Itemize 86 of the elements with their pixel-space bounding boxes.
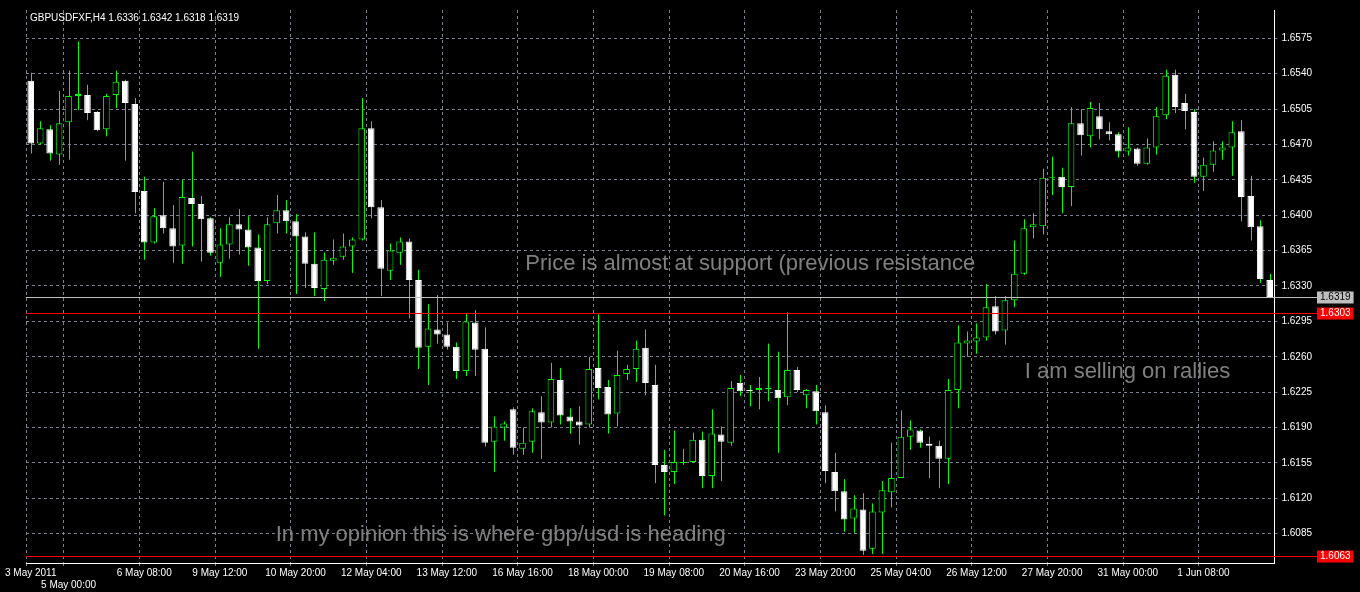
y-tick-label: 1.6120 <box>1281 492 1313 504</box>
candlestick <box>1124 126 1132 157</box>
candlestick <box>292 213 299 295</box>
candlestick <box>1266 273 1273 299</box>
x-tick-label: 10 May 20:00 <box>265 566 327 578</box>
chart-title: GBPUSDFXF,H4 1.6336 1.6342 1.6318 1.6319 <box>30 11 240 23</box>
candlestick <box>1096 102 1103 140</box>
y-tick-label: 1.6260 <box>1281 350 1313 362</box>
candlestick <box>1058 167 1065 214</box>
candlestick <box>188 151 195 248</box>
candlestick <box>992 295 999 336</box>
y-tick-label: 1.6575 <box>1281 32 1313 44</box>
candlestick <box>850 494 857 534</box>
x-tick-label: 23 May 20:00 <box>794 566 856 578</box>
candlestick <box>812 384 820 425</box>
candlestick <box>500 420 507 442</box>
candlestick <box>1143 137 1151 166</box>
y-tick-label: 1.6505 <box>1281 102 1313 114</box>
x-tick-label: 9 May 12:00 <box>192 566 248 578</box>
candlestick <box>424 303 432 386</box>
candlestick <box>519 427 526 456</box>
x-tick-label: 3 May 2011 <box>4 566 57 578</box>
ref-line-label: 1.6303 <box>1320 307 1352 319</box>
candlestick <box>538 395 545 460</box>
candlestick <box>169 204 176 264</box>
x-tick-label: 1 Jun 08:00 <box>1177 566 1231 578</box>
candlestick <box>226 216 233 260</box>
candlestick <box>84 84 91 121</box>
candlestick <box>916 429 924 449</box>
candlestick <box>235 208 243 256</box>
y-tick-label: 1.6470 <box>1281 138 1313 150</box>
candlestick <box>831 452 838 512</box>
candlestick <box>1077 108 1084 157</box>
y-tick-label: 1.6540 <box>1281 67 1313 79</box>
candlestick <box>1181 93 1188 130</box>
candlestick <box>273 194 280 234</box>
candlestick <box>935 440 942 489</box>
y-tick-label: 1.6330 <box>1281 279 1313 291</box>
candlestick <box>348 236 356 274</box>
candlestick <box>1115 131 1122 159</box>
candlestick <box>244 215 252 267</box>
y-tick-label: 1.6435 <box>1281 173 1313 185</box>
x-tick-label: 26 May 12:00 <box>946 566 1008 578</box>
x-tick-label: 25 May 04:00 <box>870 566 932 578</box>
x-tick-label: 16 May 16:00 <box>492 566 554 578</box>
candlestick <box>1133 146 1141 167</box>
candlestick <box>453 342 460 380</box>
candlestick <box>575 405 583 446</box>
y-tick-label: 1.6190 <box>1281 421 1313 433</box>
x-tick-label: 20 May 16:00 <box>719 566 781 578</box>
candlestick <box>396 236 403 266</box>
ref-line-label: 1.6063 <box>1320 550 1352 562</box>
candlestick <box>122 79 129 162</box>
x-tick-label: 6 May 08:00 <box>116 566 173 578</box>
candlestick <box>594 313 602 400</box>
candlestick <box>330 238 337 266</box>
x-tick-label: 18 May 00:00 <box>567 566 629 578</box>
ref-line-label: 1.6319 <box>1320 291 1352 303</box>
candlestick <box>1200 157 1207 192</box>
candlestick <box>311 231 318 297</box>
candlestick <box>906 419 914 451</box>
x-tick-label: 27 May 20:00 <box>1021 566 1083 578</box>
y-tick-label: 1.6400 <box>1281 208 1313 220</box>
candlestick <box>973 322 980 355</box>
x-tick-label: 19 May 08:00 <box>643 566 705 578</box>
x-tick-label: 12 May 04:00 <box>340 566 402 578</box>
y-tick-label: 1.6365 <box>1281 244 1313 256</box>
candlestick <box>1029 212 1037 239</box>
y-tick-label: 1.6085 <box>1281 527 1313 539</box>
candlestick <box>689 432 697 464</box>
candlestick <box>46 124 53 162</box>
annotation: Price is almost at support (previous resistance <box>525 249 976 275</box>
x-tick-label: 13 May 12:00 <box>416 566 478 578</box>
annotation: In my opinion this is where gbp/usd is heading <box>275 520 726 546</box>
annotation: I am selling on rallies <box>1024 357 1231 383</box>
candlestick <box>661 449 668 516</box>
candlestick <box>888 442 895 508</box>
candlestick <box>802 388 810 409</box>
y-tick-label: 1.6225 <box>1281 385 1313 397</box>
candlestick <box>793 366 801 393</box>
candlestick <box>434 294 441 345</box>
y-tick-label: 1.6155 <box>1281 456 1313 468</box>
candlestick <box>1219 140 1226 161</box>
y-tick-label: 1.6295 <box>1281 315 1313 327</box>
x-tick-label: 5 May 00:00 <box>41 578 97 590</box>
x-tick-label: 31 May 00:00 <box>1097 566 1159 578</box>
